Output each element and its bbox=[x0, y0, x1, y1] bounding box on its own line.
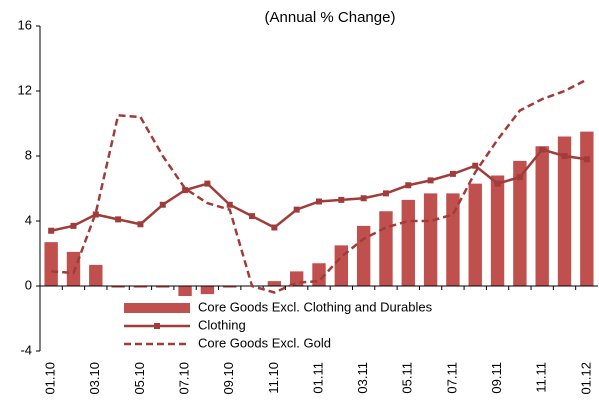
marker bbox=[583, 156, 590, 163]
x-tick-label: 03.10 bbox=[87, 362, 102, 395]
marker bbox=[449, 170, 456, 177]
legend-marker bbox=[154, 323, 160, 329]
y-tick-label: 12 bbox=[18, 82, 32, 97]
legend-swatch bbox=[124, 303, 190, 313]
x-tick-label: 09.11 bbox=[489, 362, 504, 394]
legend-label: Core Goods Excl. Clothing and Durables bbox=[198, 299, 433, 314]
marker bbox=[494, 180, 501, 187]
bar bbox=[89, 264, 103, 286]
x-tick-label: 11.11 bbox=[534, 362, 549, 393]
bar bbox=[468, 183, 482, 286]
marker bbox=[316, 198, 322, 205]
bar bbox=[44, 242, 58, 286]
x-tick-label: 03.11 bbox=[355, 362, 370, 394]
x-tick-label: 07.11 bbox=[444, 362, 459, 394]
bar bbox=[446, 193, 460, 286]
bar bbox=[379, 211, 393, 286]
x-tick-label: 11.10 bbox=[266, 362, 281, 394]
marker bbox=[338, 196, 345, 203]
bar bbox=[580, 131, 594, 286]
marker bbox=[427, 177, 434, 184]
bar bbox=[267, 281, 282, 286]
marker bbox=[405, 182, 412, 189]
marker bbox=[561, 153, 568, 159]
bar bbox=[223, 286, 237, 288]
marker bbox=[48, 227, 55, 234]
bar bbox=[490, 175, 505, 286]
y-tick-label: 0 bbox=[25, 277, 32, 292]
x-tick-label: 01.11 bbox=[310, 362, 325, 394]
marker bbox=[115, 216, 122, 223]
y-tick-label: -4 bbox=[20, 342, 32, 357]
marker bbox=[182, 187, 189, 194]
x-tick-label: 05.11 bbox=[400, 362, 415, 394]
marker bbox=[382, 190, 389, 197]
marker bbox=[226, 201, 233, 208]
marker bbox=[516, 174, 523, 181]
bar bbox=[156, 286, 170, 288]
y-tick-label: 16 bbox=[18, 17, 32, 32]
marker bbox=[249, 213, 256, 220]
legend-label: Core Goods Excl. Gold bbox=[198, 335, 331, 350]
x-tick-label: 01.10 bbox=[43, 362, 58, 395]
y-tick-label: 4 bbox=[25, 212, 32, 227]
line bbox=[50, 148, 588, 232]
y-tick-label: 8 bbox=[25, 147, 32, 162]
x-tick-label: 05.10 bbox=[132, 362, 147, 395]
dashed-line bbox=[51, 78, 588, 294]
chart-title: (Annual % Change) bbox=[265, 9, 396, 26]
bar bbox=[111, 286, 125, 288]
marker bbox=[360, 195, 367, 202]
bar bbox=[133, 286, 148, 288]
x-tick-label: 07.10 bbox=[177, 362, 192, 395]
bar bbox=[557, 136, 572, 286]
marker bbox=[293, 206, 300, 213]
legend-label: Clothing bbox=[198, 317, 246, 332]
marker bbox=[271, 224, 278, 231]
x-tick-label: 01.12 bbox=[578, 362, 593, 395]
marker bbox=[204, 180, 211, 187]
marker bbox=[539, 146, 546, 153]
marker bbox=[92, 211, 99, 218]
x-tick-label: 09.10 bbox=[221, 362, 236, 395]
bar bbox=[356, 225, 371, 286]
bar bbox=[401, 199, 415, 286]
marker bbox=[159, 201, 166, 208]
bar bbox=[535, 146, 549, 286]
marker bbox=[70, 222, 77, 229]
marker bbox=[137, 221, 144, 228]
bar bbox=[178, 286, 192, 298]
bar bbox=[200, 286, 215, 295]
bar bbox=[423, 193, 438, 286]
marker bbox=[472, 162, 479, 169]
bar bbox=[513, 160, 527, 286]
